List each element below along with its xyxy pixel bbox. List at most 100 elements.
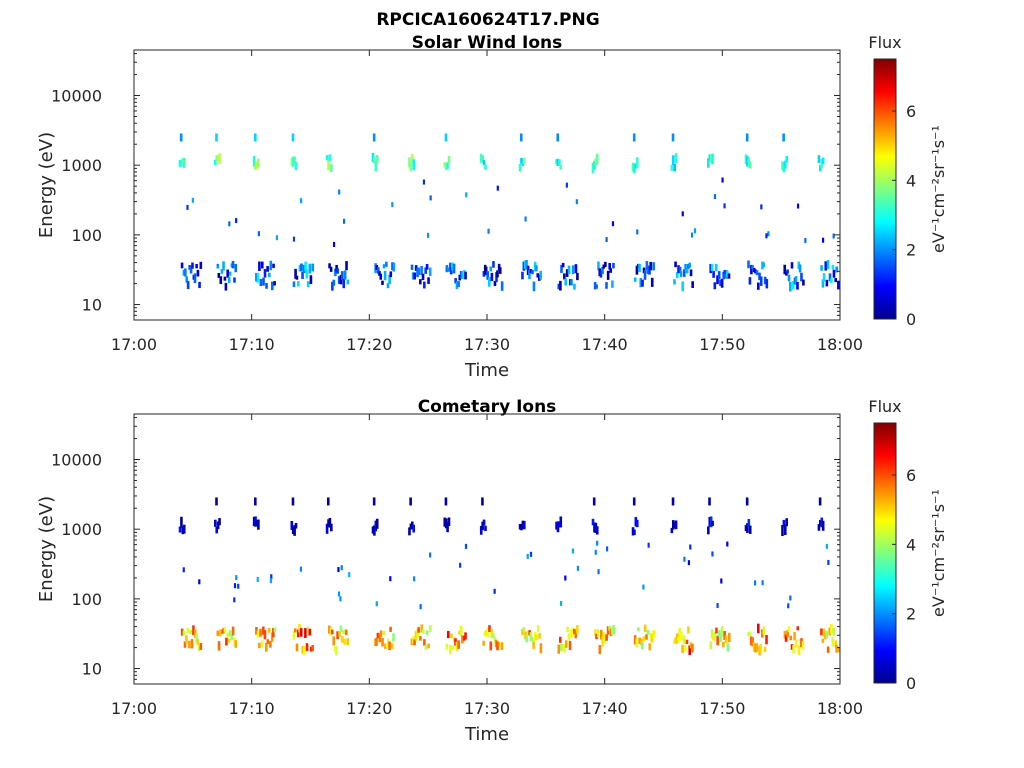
flux-cell — [767, 231, 770, 237]
x-tick-label: 17:00 — [111, 335, 157, 354]
flux-cell — [709, 263, 712, 274]
flux-cell — [332, 636, 336, 646]
flux-cell — [391, 262, 394, 271]
flux-cell — [325, 155, 329, 161]
colorbar-tick-label: 0 — [906, 674, 916, 693]
flux-cell — [792, 644, 795, 654]
flux-cell — [821, 237, 825, 243]
y-tick-label: 10 — [82, 660, 102, 679]
flux-cell — [340, 565, 343, 571]
flux-cell — [716, 603, 719, 609]
flux-cell — [755, 270, 759, 276]
flux-cell — [182, 630, 186, 636]
flux-cell — [560, 643, 563, 651]
flux-cell — [490, 272, 494, 282]
flux-cell — [496, 641, 499, 651]
flux-cell — [385, 643, 389, 648]
flux-cell — [444, 497, 448, 506]
flux-cell — [751, 637, 754, 647]
flux-cell — [235, 575, 238, 581]
flux-cell — [539, 643, 543, 654]
flux-cell — [785, 155, 789, 163]
flux-cell — [760, 629, 764, 638]
flux-cell — [330, 523, 333, 532]
flux-cell — [832, 627, 836, 636]
flux-cell — [535, 634, 538, 640]
flux-cell — [376, 267, 380, 274]
flux-cell — [723, 270, 727, 275]
flux-cell — [633, 163, 636, 174]
flux-cell — [493, 588, 496, 594]
flux-cell — [570, 278, 573, 286]
flux-cell — [832, 233, 835, 239]
flux-cell — [273, 281, 276, 286]
x-tick-label: 18:00 — [817, 335, 863, 354]
colorbar-tick-label: 6 — [906, 102, 916, 121]
flux-cell — [413, 639, 416, 646]
flux-cell — [375, 637, 378, 646]
flux-cell — [186, 280, 190, 290]
flux-cell — [722, 271, 725, 280]
flux-cell — [709, 641, 713, 650]
flux-cell — [605, 546, 609, 552]
flux-cell — [758, 272, 761, 281]
flux-cell — [331, 281, 334, 291]
flux-cell — [417, 627, 420, 633]
flux-cell — [520, 157, 523, 164]
y-tick-label: 100 — [71, 226, 102, 245]
flux-cell — [225, 637, 228, 646]
flux-cell — [523, 157, 526, 164]
flux-cell — [682, 269, 686, 277]
flux-cell — [216, 521, 220, 530]
flux-cell — [711, 520, 714, 526]
flux-cell — [391, 202, 394, 208]
flux-cell — [713, 194, 717, 200]
flux-cell — [519, 133, 523, 142]
flux-cell — [220, 269, 224, 274]
flux-cell — [448, 645, 452, 655]
flux-cell — [671, 155, 675, 166]
flux-cell — [781, 525, 784, 537]
flux-cell — [484, 266, 488, 276]
flux-cell — [834, 640, 837, 648]
figure-title: RPCICA160624T17.PNG — [376, 10, 599, 30]
flux-cell — [410, 264, 414, 270]
flux-cell — [603, 635, 607, 644]
flux-cell — [521, 271, 524, 280]
flux-cell — [746, 156, 749, 167]
flux-cell — [556, 521, 560, 533]
flux-cell — [224, 282, 228, 291]
flux-cell — [635, 519, 639, 528]
flux-cell — [605, 282, 608, 289]
flux-cell — [328, 517, 332, 528]
flux-cell — [265, 282, 268, 289]
flux-cell — [231, 626, 235, 636]
flux-cell — [378, 271, 381, 276]
flux-cell — [375, 264, 379, 270]
flux-cell — [269, 578, 273, 584]
flux-cell — [292, 630, 296, 640]
flux-cell — [342, 218, 346, 224]
flux-cell — [605, 634, 608, 641]
flux-cell — [180, 262, 184, 269]
flux-cell — [599, 270, 603, 278]
flux-cell — [428, 267, 432, 277]
flux-cell — [591, 518, 595, 526]
flux-cell — [711, 153, 714, 164]
flux-cell — [182, 157, 186, 168]
flux-cell — [454, 278, 457, 284]
flux-cell — [262, 626, 265, 635]
flux-cell — [574, 629, 578, 639]
flux-cell — [424, 267, 427, 274]
flux-cell — [389, 576, 392, 582]
flux-cell — [409, 162, 413, 172]
flux-cell — [459, 625, 463, 636]
flux-cell — [199, 261, 203, 269]
flux-cell — [536, 625, 540, 632]
flux-cell — [726, 541, 729, 547]
flux-cell — [299, 566, 303, 572]
flux-cell — [409, 497, 412, 506]
flux-cell — [556, 158, 560, 167]
flux-cell — [823, 632, 827, 640]
flux-cell — [782, 133, 785, 142]
